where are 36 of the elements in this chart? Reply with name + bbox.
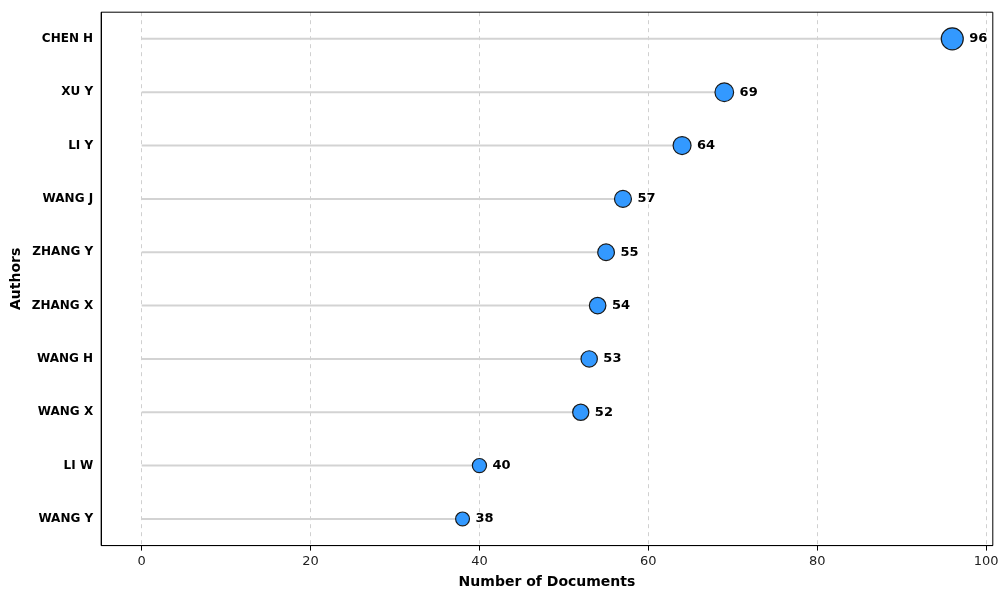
- point: [588, 296, 607, 315]
- y-axis-title: Authors: [7, 247, 24, 311]
- y-tick-label: WANG X: [37, 404, 94, 419]
- x-tick-label: 20: [302, 552, 319, 568]
- point: [471, 457, 488, 474]
- point: [580, 350, 598, 368]
- point: [672, 135, 692, 156]
- x-tick-label: 40: [471, 552, 488, 568]
- data-label: 55: [620, 243, 639, 259]
- y-tick-label: CHEN H: [41, 30, 94, 45]
- x-tick-label: 100: [973, 552, 999, 568]
- data-label: 64: [697, 136, 716, 152]
- point: [714, 82, 735, 103]
- point: [597, 243, 616, 262]
- y-tick-label: LI W: [63, 457, 94, 472]
- x-axis-title: Number of Documents: [458, 573, 636, 590]
- y-tick-label: LI Y: [68, 137, 94, 152]
- point: [613, 189, 633, 208]
- x-tick-label: 80: [808, 552, 826, 568]
- data-label: 69: [739, 83, 758, 99]
- data-label: 38: [475, 510, 494, 526]
- x-tick-label: 60: [640, 552, 657, 568]
- y-tick-label: XU Y: [61, 84, 94, 99]
- data-label: 53: [603, 350, 622, 366]
- y-tick-label: WANG J: [42, 191, 94, 206]
- data-label: 40: [492, 456, 511, 472]
- data-label: 96: [969, 30, 988, 46]
- y-tick-label: ZHANG Y: [32, 244, 94, 259]
- y-tick-label: WANG H: [37, 351, 94, 366]
- point: [572, 403, 590, 421]
- x-tick-label: 0: [137, 552, 146, 568]
- data-label: 52: [594, 403, 613, 419]
- y-tick-label: WANG Y: [38, 511, 94, 526]
- data-label: 57: [637, 190, 656, 206]
- data-label: 54: [611, 296, 630, 312]
- y-tick-label: ZHANG X: [31, 297, 94, 312]
